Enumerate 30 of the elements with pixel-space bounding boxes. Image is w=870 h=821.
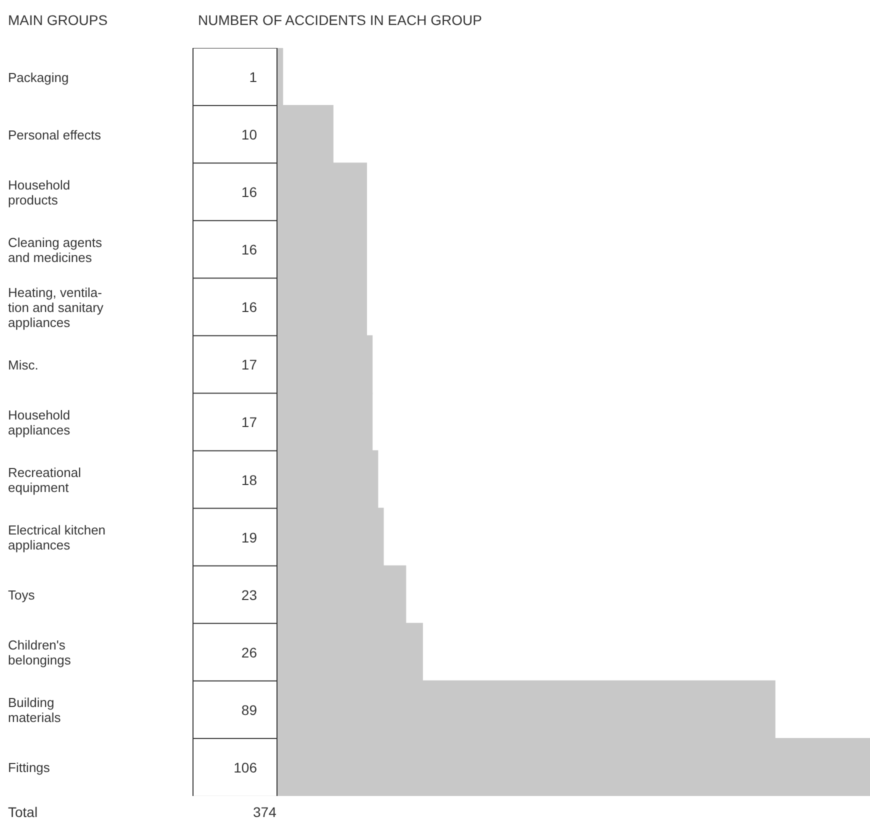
y-tick-label: Misc.	[8, 356, 38, 372]
y-tick-label: Heating, ventila- tion and sanitary appliances	[8, 284, 104, 330]
text: 374	[253, 804, 276, 820]
data-label: 18	[241, 472, 258, 488]
chart-title: NUMBER OF ACCIDENTS IN EACH GROUP	[198, 12, 482, 28]
y-tick-label: Cleaning agents and medicines	[8, 234, 102, 264]
data-label: 19	[241, 529, 258, 546]
y-tick-label: Electrical kitchen appliances	[8, 522, 106, 552]
y-tick-label: Fittings	[8, 760, 50, 775]
y-tick-label: Building materials	[8, 694, 62, 725]
data-label: 10	[241, 126, 258, 143]
data-label: 26	[241, 644, 258, 660]
y-tick-label: Packaging	[8, 69, 69, 84]
y-tick-label: Children's belongings	[8, 637, 72, 668]
y-tick-label: Household appliances	[8, 407, 71, 437]
data-label: 23	[241, 586, 258, 603]
data-label: 16	[241, 299, 258, 316]
data-label: 16	[241, 242, 258, 258]
data-label: 17	[241, 356, 258, 373]
data-label: 89	[241, 702, 258, 718]
data-label: 16	[241, 184, 258, 200]
y-tick-label: Household products	[8, 176, 70, 207]
data-label: 106	[234, 759, 258, 776]
y-tick-label: Toys	[8, 587, 36, 602]
y-tick-label: Personal effects	[8, 126, 102, 142]
y-axis-title: MAIN GROUPS	[8, 12, 108, 28]
data-label: 17	[241, 414, 258, 430]
text: Total	[8, 804, 38, 820]
y-tick-label: Recreational equipment	[8, 464, 82, 495]
data-label: 1	[249, 69, 258, 85]
